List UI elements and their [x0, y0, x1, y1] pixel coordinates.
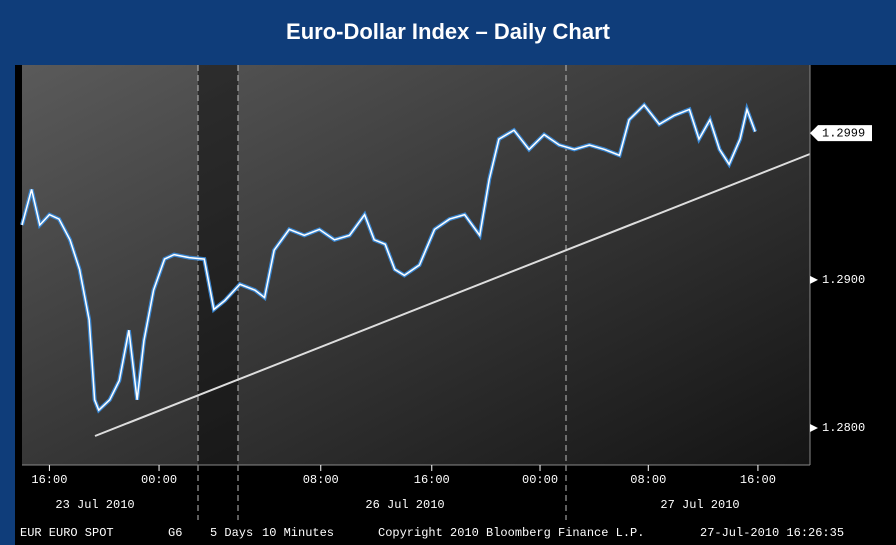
x-tick-label: 00:00 [141, 473, 177, 487]
chart-title: Euro-Dollar Index – Daily Chart [286, 19, 611, 44]
last-price-box [810, 125, 872, 142]
x-tick-label: 08:00 [630, 473, 666, 487]
footer-item: Copyright 2010 Bloomberg Finance L.P. [378, 526, 644, 540]
y-tick-label: 1.2900 [822, 273, 865, 287]
y-tick [810, 275, 818, 284]
price-line [21, 103, 756, 412]
trend-line [94, 153, 811, 437]
footer-item: G6 [168, 526, 182, 540]
x-tick-label: 08:00 [303, 473, 339, 487]
date-label: 27 Jul 2010 [660, 498, 739, 512]
footer-item: EUR EURO SPOT [20, 526, 114, 540]
last-price-label: 1.2999 [822, 126, 865, 140]
y-tick-label: 1.2800 [822, 421, 865, 435]
day-separators [197, 65, 567, 520]
footer-item: 5 Days [210, 526, 253, 540]
footer-item: 27-Jul-2010 16:26:35 [700, 526, 844, 540]
date-label: 23 Jul 2010 [55, 498, 134, 512]
x-tick-label: 16:00 [31, 473, 67, 487]
x-tick-label: 16:00 [740, 473, 776, 487]
date-label: 26 Jul 2010 [365, 498, 444, 512]
x-tick-label: 16:00 [414, 473, 450, 487]
x-tick-label: 00:00 [522, 473, 558, 487]
y-tick [810, 423, 818, 432]
footer: EUR EURO SPOT G6 5 Days 10 Minutes Copyright… [20, 526, 844, 540]
footer-item: 10 Minutes [262, 526, 334, 540]
